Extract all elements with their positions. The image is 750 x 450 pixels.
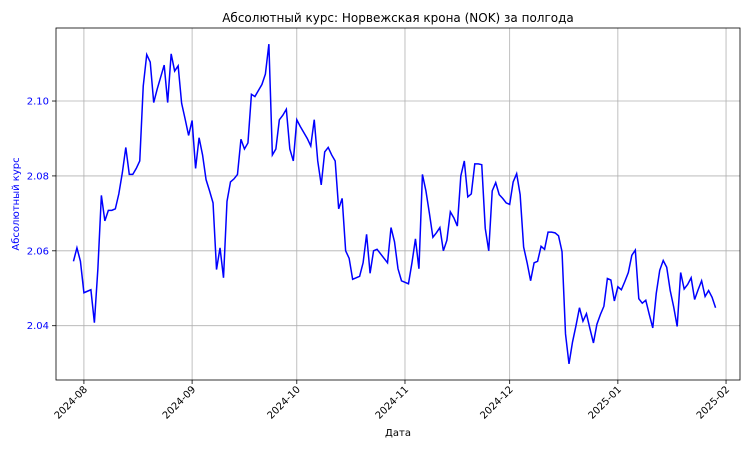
y-tick-label: 2.06 xyxy=(27,246,49,257)
y-axis-label: Абсолютный курс xyxy=(11,157,22,250)
y-tick-label: 2.08 xyxy=(27,171,49,182)
x-tick-label: 2025-01 xyxy=(587,384,624,421)
x-tick-label: 2024-12 xyxy=(478,384,515,421)
x-tick-label: 2024-11 xyxy=(374,384,411,421)
series-line xyxy=(72,44,717,365)
y-tick-label: 2.10 xyxy=(27,97,49,108)
x-axis-ticks: 2024-08 2024-09 2024-10 2024-11 2024-12 2025-… xyxy=(53,380,732,422)
plot-frame xyxy=(55,27,741,381)
x-tick-label: 2024-08 xyxy=(53,384,90,421)
x-axis-label: Дата xyxy=(385,428,411,439)
y-gridlines xyxy=(56,100,740,327)
x-tick-label: 2024-10 xyxy=(266,384,303,421)
x-tick-label: 2024-09 xyxy=(161,384,198,421)
chart-title: Абсолютный курс: Норвежская крона (NOK) … xyxy=(222,11,574,25)
x-tick-label: 2025-02 xyxy=(695,384,732,421)
y-tick-label: 2.04 xyxy=(27,321,49,332)
y-axis-ticks: 2.04 2.06 2.08 2.10 xyxy=(27,97,56,332)
